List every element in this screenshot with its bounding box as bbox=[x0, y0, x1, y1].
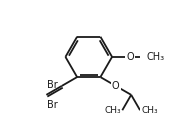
Text: O: O bbox=[112, 81, 120, 91]
Text: O: O bbox=[126, 52, 134, 62]
Text: CH₃: CH₃ bbox=[146, 52, 164, 62]
Text: Br: Br bbox=[47, 80, 58, 90]
Text: CH₃: CH₃ bbox=[105, 106, 121, 115]
Text: CH₃: CH₃ bbox=[141, 106, 158, 115]
Text: Br: Br bbox=[47, 100, 58, 110]
